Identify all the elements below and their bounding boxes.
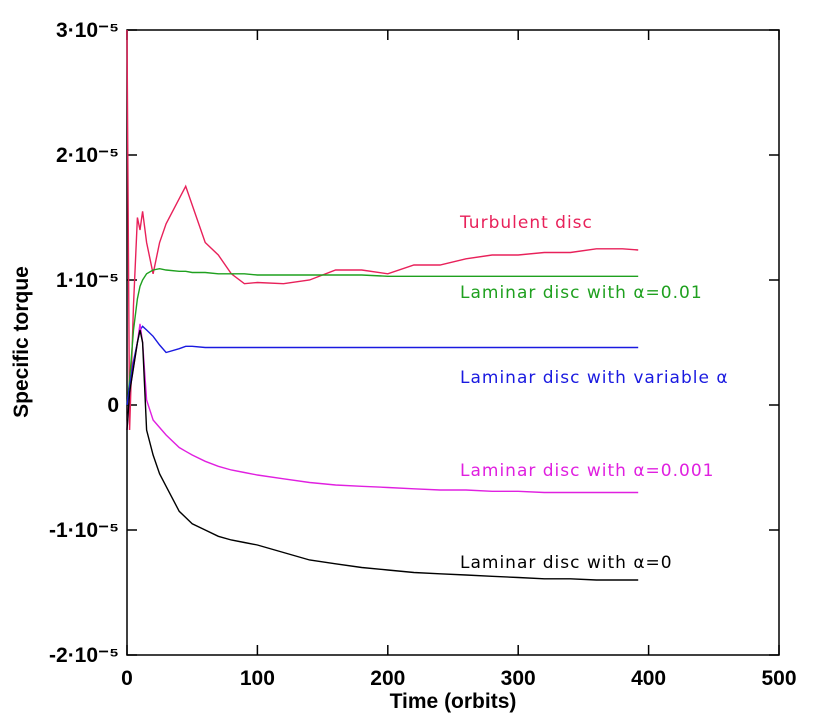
series-label: Laminar disc with α=0.001 xyxy=(460,461,714,481)
series-label: Turbulent disc xyxy=(459,213,593,233)
y-axis-title: Specific torque xyxy=(10,266,33,418)
series-line xyxy=(126,325,639,406)
series-label: Laminar disc with α=0 xyxy=(460,553,673,573)
series-line xyxy=(126,329,639,581)
series-line xyxy=(126,29,639,431)
x-tick-label: 300 xyxy=(501,667,536,690)
series-line xyxy=(126,267,639,406)
x-tick-label: 200 xyxy=(370,667,405,690)
x-tick-label: 400 xyxy=(631,667,666,690)
x-axis-title: Time (orbits) xyxy=(390,690,517,713)
series-label: Laminar disc with variable α xyxy=(460,368,729,388)
plot-frame xyxy=(126,29,780,656)
y-tick-label: 1·10⁻⁵ xyxy=(56,269,119,292)
x-tick-label: 100 xyxy=(240,667,275,690)
y-tick-label: 0 xyxy=(107,394,119,417)
y-tick-label: 3·10⁻⁵ xyxy=(56,19,119,42)
x-tick-label: 0 xyxy=(121,667,133,690)
y-tick-label: -2·10⁻⁵ xyxy=(49,644,119,667)
y-tick-label: -1·10⁻⁵ xyxy=(49,519,119,542)
y-tick-label: 2·10⁻⁵ xyxy=(56,144,119,167)
series-label: Laminar disc with α=0.01 xyxy=(460,283,703,303)
x-tick-label: 500 xyxy=(761,667,796,690)
